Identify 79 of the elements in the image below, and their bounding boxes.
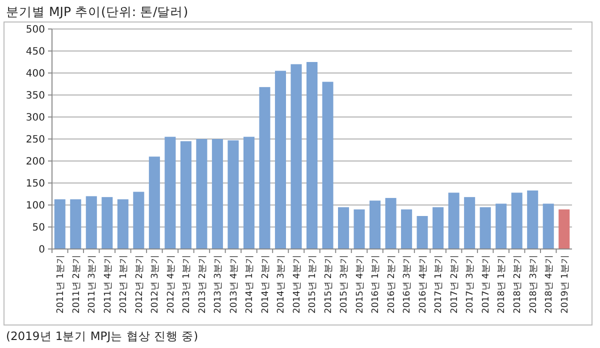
bar xyxy=(274,70,286,249)
bar xyxy=(86,196,97,249)
bar xyxy=(259,87,270,249)
y-tick-label: 300 xyxy=(26,112,45,124)
bar xyxy=(102,197,113,249)
bar xyxy=(496,204,507,249)
x-tick-label: 2015년 3분기 xyxy=(340,255,350,314)
y-tick-label: 150 xyxy=(26,178,45,190)
x-tick-label: 2012년 1분기 xyxy=(119,255,130,314)
y-tick-label: 100 xyxy=(26,200,45,212)
x-tick-label: 2017년 2분기 xyxy=(450,255,460,314)
bar xyxy=(228,140,239,249)
bar xyxy=(212,139,223,249)
bar xyxy=(480,207,491,249)
x-tick-label: 2019년 1분기 xyxy=(560,255,570,314)
x-tick-label: 2016년 2분기 xyxy=(386,255,397,314)
bar xyxy=(196,139,208,249)
bar xyxy=(432,207,444,249)
x-tick-label: 2013년 1분기 xyxy=(182,255,192,314)
y-tick-label: 50 xyxy=(32,222,45,234)
x-tick-label: 2012년 3분기 xyxy=(150,255,161,314)
y-tick-label: 450 xyxy=(26,46,45,58)
bar xyxy=(180,141,192,249)
x-tick-label: 2011년 4분기 xyxy=(103,255,114,314)
bar xyxy=(148,156,160,249)
x-tick-label: 2016년 3분기 xyxy=(402,255,413,314)
bar xyxy=(290,64,302,249)
bar xyxy=(416,216,428,249)
bar xyxy=(464,197,476,249)
chart-title: 분기별 MJP 추이(단위: 톤/달러) xyxy=(6,4,188,19)
bar xyxy=(527,190,538,249)
x-tick-label: 2013년 3분기 xyxy=(214,255,224,314)
x-tick-label: 2013년 4분기 xyxy=(229,255,240,314)
x-tick-label: 2017년 1분기 xyxy=(434,255,444,314)
y-tick-label: 350 xyxy=(26,90,45,102)
x-tick-label: 2017년 3분기 xyxy=(466,255,476,314)
bar xyxy=(338,207,350,249)
x-tick-label: 2014년 3분기 xyxy=(276,255,287,314)
bar xyxy=(385,198,396,249)
x-tick-label: 2014년 4분기 xyxy=(292,255,302,314)
y-tick-label: 0 xyxy=(38,244,45,256)
x-tick-label: 2018년 2분기 xyxy=(513,255,523,314)
x-tick-label: 2016년 1분기 xyxy=(371,255,382,314)
x-tick-label: 2016년 4분기 xyxy=(418,255,428,314)
x-tick-label: 2015년 1분기 xyxy=(308,255,318,314)
x-tick-label: 2011년 2분기 xyxy=(72,255,82,314)
bar xyxy=(164,136,176,249)
y-tick-label: 500 xyxy=(26,24,45,36)
bar xyxy=(401,209,412,249)
bar xyxy=(354,209,365,249)
bar xyxy=(558,209,570,249)
bar xyxy=(511,192,522,249)
bar xyxy=(54,199,66,249)
bar xyxy=(70,199,82,249)
x-tick-label: 2012년 2분기 xyxy=(134,255,145,314)
x-tick-label: 2011년 1분기 xyxy=(56,255,66,314)
bar xyxy=(133,192,144,249)
x-tick-label: 2018년 1분기 xyxy=(497,255,508,314)
x-tick-label: 2013년 2분기 xyxy=(198,255,208,314)
bar xyxy=(542,204,554,249)
bar xyxy=(117,199,128,249)
bar xyxy=(322,82,334,249)
bar xyxy=(370,200,381,249)
y-tick-label: 250 xyxy=(26,134,45,146)
y-tick-label: 200 xyxy=(26,156,45,168)
x-tick-label: 2014년 2분기 xyxy=(260,255,271,314)
x-tick-label: 2018년 4분기 xyxy=(544,255,555,314)
text: (2019년 1분기 MPJ는 협상 진행 중) xyxy=(6,329,198,343)
x-tick-label: 2011년 3분기 xyxy=(88,255,98,314)
x-tick-label: 2015년 2분기 xyxy=(324,255,334,314)
bar xyxy=(448,192,460,249)
bar xyxy=(243,136,254,249)
x-tick-label: 2014년 1분기 xyxy=(245,255,256,314)
x-tick-label: 2018년 3분기 xyxy=(528,255,539,314)
x-tick-label: 2015년 4분기 xyxy=(355,255,366,314)
bar xyxy=(306,62,318,249)
x-tick-label: 2017년 4분기 xyxy=(481,255,492,314)
x-tick-label: 2012년 4분기 xyxy=(166,255,176,314)
y-tick-label: 400 xyxy=(26,68,45,80)
